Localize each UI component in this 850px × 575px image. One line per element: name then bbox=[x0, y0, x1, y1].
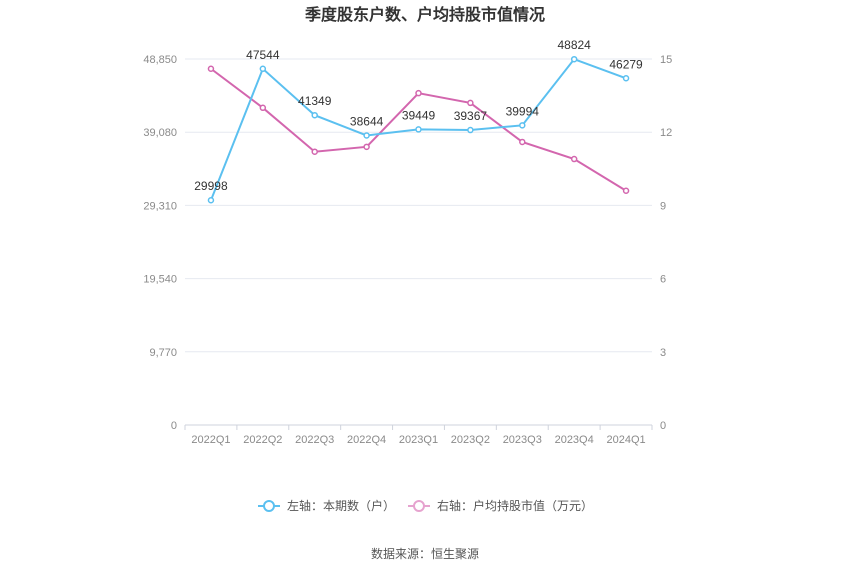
data-label: 48824 bbox=[557, 38, 591, 52]
x-tick-label: 2022Q3 bbox=[295, 434, 334, 446]
data-label: 38644 bbox=[350, 114, 384, 128]
right-tick-label: 3 bbox=[660, 347, 666, 359]
data-point[interactable] bbox=[259, 65, 267, 73]
data-point[interactable] bbox=[415, 89, 422, 97]
data-label: 29998 bbox=[194, 179, 228, 193]
data-point[interactable] bbox=[207, 65, 215, 73]
data-point[interactable] bbox=[570, 55, 578, 63]
right-axis: 0 3 6 9 12 15 bbox=[660, 54, 672, 432]
data-point[interactable] bbox=[622, 187, 630, 195]
right-tick-label: 0 bbox=[660, 420, 666, 432]
data-point[interactable] bbox=[207, 196, 215, 204]
legend-label-left: 左轴：本期数（户） bbox=[287, 498, 395, 513]
data-labels: 29998 47544 41349 38644 39449 39367 39994 48824… bbox=[194, 38, 643, 193]
right-tick-label: 15 bbox=[660, 54, 672, 66]
legend-marker-right bbox=[413, 500, 425, 512]
legend[interactable]: 左轴：本期数（户） 右轴：户均持股市值（万元） bbox=[258, 498, 593, 513]
left-tick-label: 48,850 bbox=[143, 54, 177, 66]
data-point[interactable] bbox=[519, 122, 526, 129]
data-point[interactable] bbox=[259, 104, 267, 112]
data-label: 47544 bbox=[246, 48, 280, 62]
x-tick-label: 2024Q1 bbox=[606, 434, 645, 446]
data-label: 39367 bbox=[454, 109, 488, 123]
grid bbox=[185, 58, 652, 353]
data-point[interactable] bbox=[363, 132, 370, 139]
left-axis: 0 9,770 19,540 29,310 39,080 48,850 bbox=[143, 54, 177, 432]
x-tick-label: 2023Q3 bbox=[503, 434, 542, 446]
data-point[interactable] bbox=[519, 138, 526, 146]
x-tick-label: 2023Q4 bbox=[555, 434, 594, 446]
x-tick-label: 2022Q2 bbox=[243, 434, 282, 446]
data-label: 39449 bbox=[402, 108, 436, 122]
data-label: 46279 bbox=[609, 57, 643, 71]
x-tick-label: 2023Q2 bbox=[451, 434, 490, 446]
data-point[interactable] bbox=[622, 75, 630, 82]
legend-marker-left bbox=[263, 500, 275, 512]
left-tick-label: 39,080 bbox=[143, 127, 177, 139]
series-shareholder-count bbox=[207, 55, 630, 204]
data-label: 39994 bbox=[506, 104, 540, 118]
data-label: 41349 bbox=[298, 94, 332, 108]
left-tick-label: 0 bbox=[171, 420, 177, 432]
chart-title: 季度股东户数、户均持股市值情况 bbox=[304, 5, 545, 24]
source-note: 数据来源：恒生聚源 bbox=[371, 546, 479, 561]
x-tick-label: 2022Q4 bbox=[347, 434, 386, 446]
data-point[interactable] bbox=[311, 111, 318, 119]
data-point[interactable] bbox=[570, 155, 578, 163]
right-tick-label: 9 bbox=[660, 200, 666, 212]
legend-label-right: 右轴：户均持股市值（万元） bbox=[437, 498, 593, 513]
right-tick-label: 6 bbox=[660, 274, 666, 286]
left-tick-label: 19,540 bbox=[143, 274, 177, 286]
right-tick-label: 12 bbox=[660, 127, 672, 139]
x-tick-label: 2022Q1 bbox=[191, 434, 230, 446]
data-point[interactable] bbox=[467, 99, 474, 107]
left-tick-label: 29,310 bbox=[143, 200, 177, 212]
series-avg-holding-value bbox=[207, 65, 630, 195]
data-point[interactable] bbox=[311, 148, 318, 155]
data-point[interactable] bbox=[363, 143, 370, 151]
x-axis: 2022Q1 2022Q2 2022Q3 2022Q4 2023Q1 2023Q2 2023… bbox=[184, 424, 653, 446]
data-point[interactable] bbox=[415, 126, 422, 133]
legend-item-right[interactable]: 右轴：户均持股市值（万元） bbox=[408, 498, 593, 513]
left-tick-label: 9,770 bbox=[149, 347, 177, 359]
legend-item-left[interactable]: 左轴：本期数（户） bbox=[258, 498, 395, 513]
x-tick-label: 2023Q1 bbox=[399, 434, 438, 446]
data-point[interactable] bbox=[467, 126, 474, 134]
